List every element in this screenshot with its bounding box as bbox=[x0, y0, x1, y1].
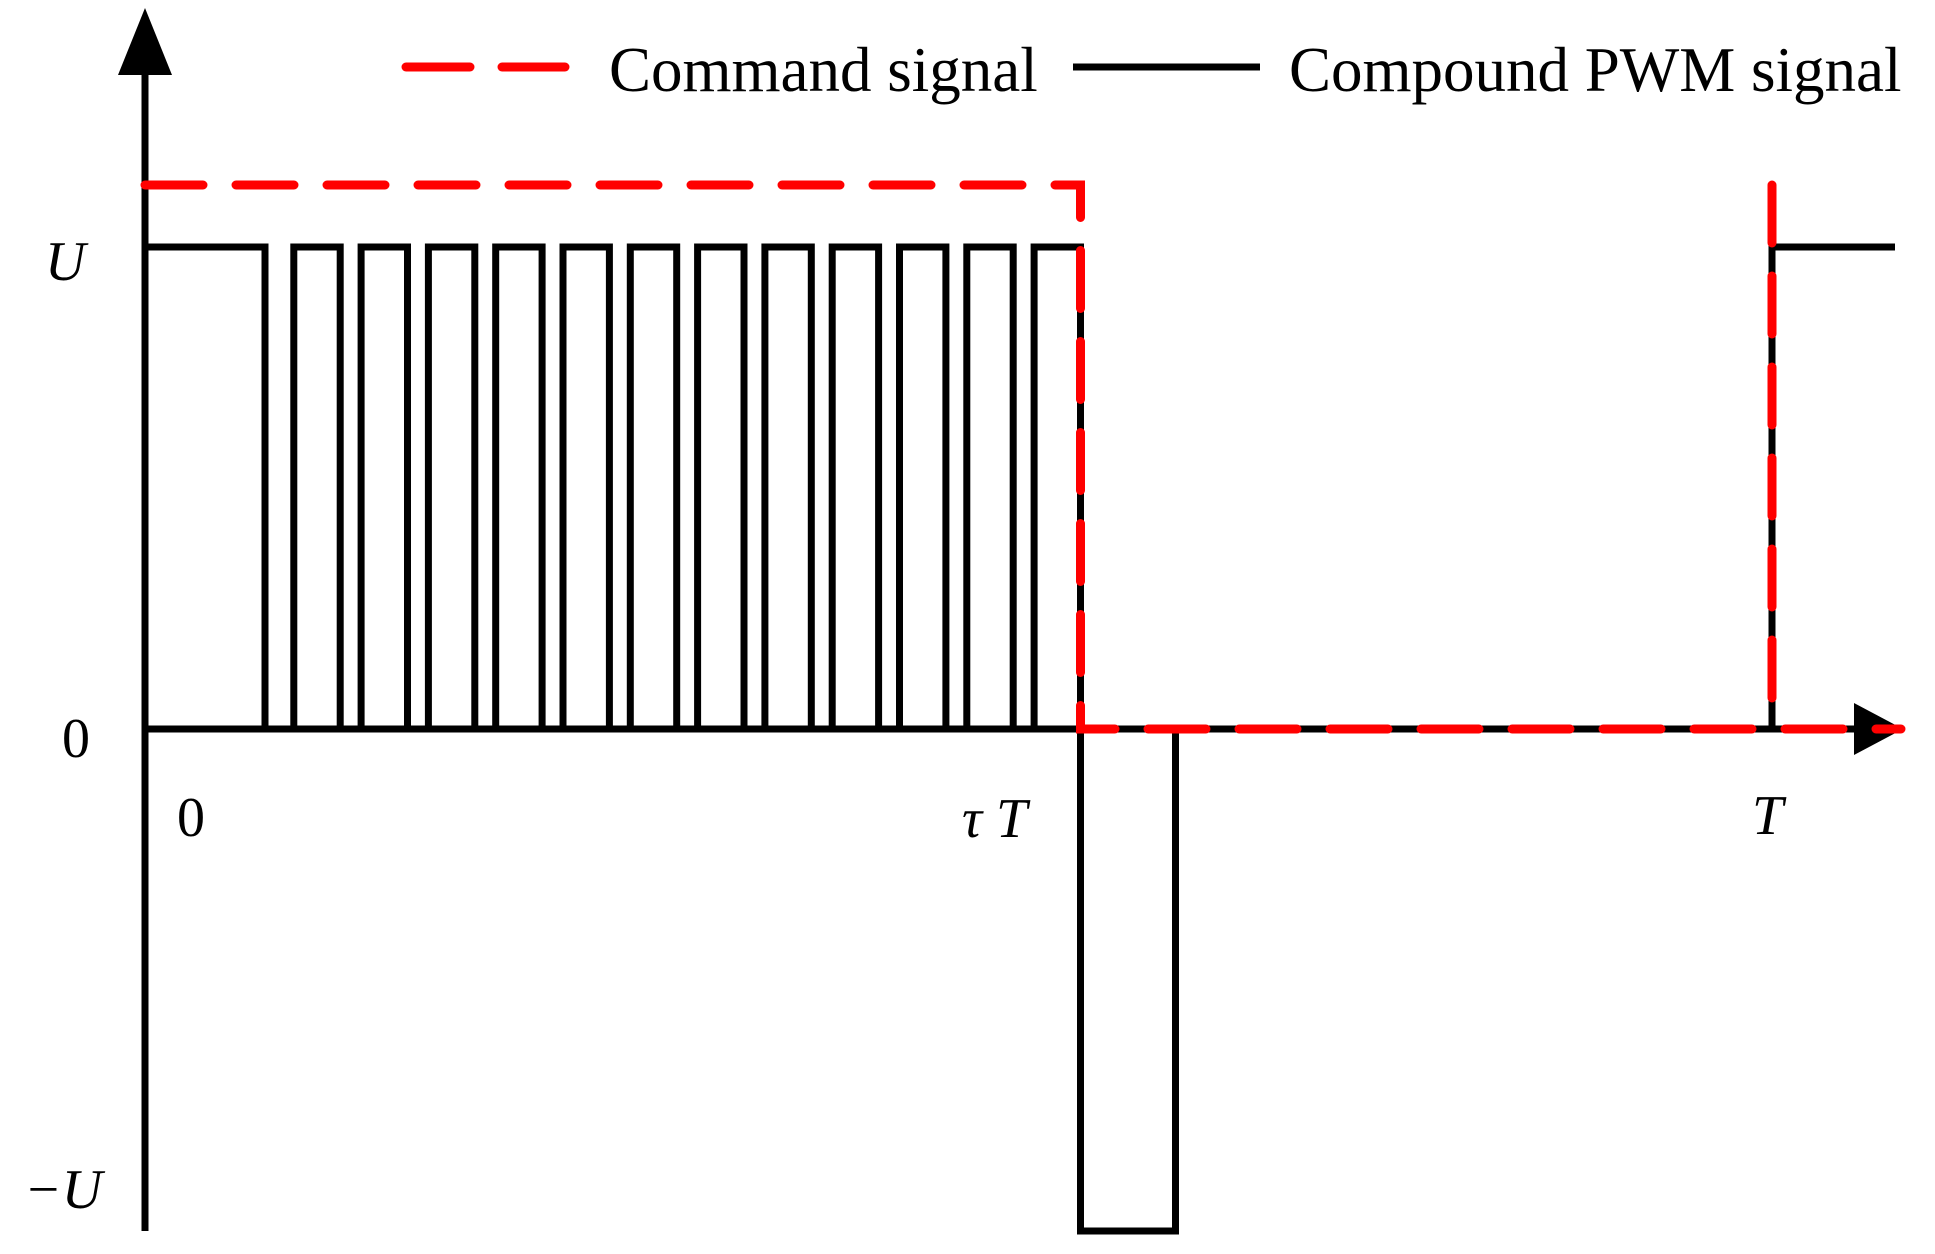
svg-text:U: U bbox=[45, 231, 89, 293]
svg-text:0: 0 bbox=[177, 787, 205, 849]
svg-text:Compound PWM signal: Compound PWM signal bbox=[1289, 35, 1902, 105]
svg-text:0: 0 bbox=[62, 708, 90, 770]
svg-text:T: T bbox=[1752, 785, 1787, 847]
svg-text:−U: −U bbox=[24, 1159, 106, 1221]
svg-text:Command signal: Command signal bbox=[609, 35, 1038, 105]
svg-text:τ T: τ T bbox=[962, 788, 1031, 850]
